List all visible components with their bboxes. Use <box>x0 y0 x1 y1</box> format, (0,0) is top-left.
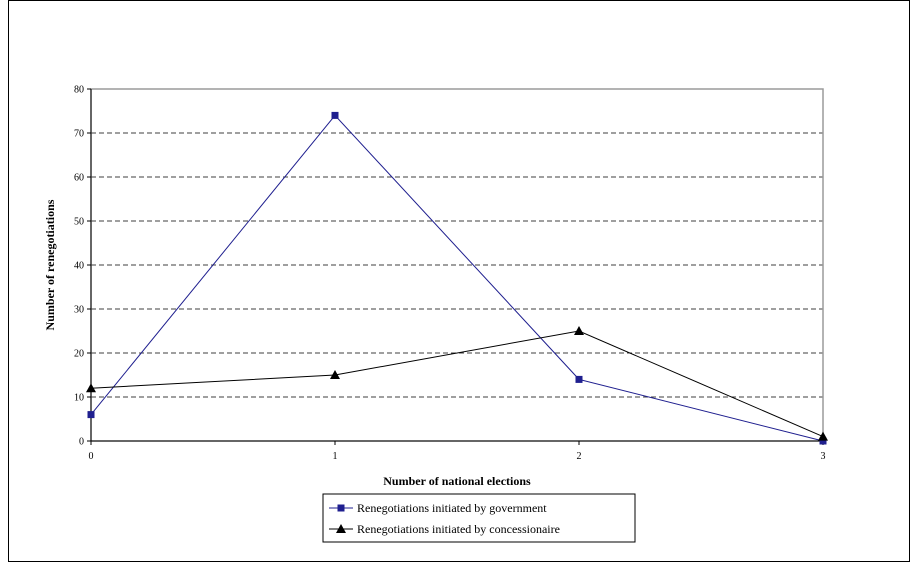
y-axis-title: Number of renegotiations <box>43 199 57 330</box>
data-point <box>575 375 583 383</box>
x-axis-title: Number of national elections <box>383 474 531 488</box>
x-tick-label: 2 <box>577 451 582 462</box>
legend-label: Renegotiations initiated by concessionai… <box>357 522 560 536</box>
data-point <box>87 411 95 419</box>
data-point <box>331 111 339 119</box>
data-point <box>819 437 827 445</box>
grid-layer <box>91 88 823 398</box>
line-chart: 0 10 20 30 40 50 60 70 80 0 1 2 3 Number of national… <box>43 85 828 543</box>
series-layer <box>86 111 828 445</box>
y-tick-label: 60 <box>74 173 84 184</box>
axes-layer: 0 10 20 30 40 50 60 70 80 0 1 2 3 <box>74 85 826 463</box>
x-tick-label: 0 <box>89 451 94 462</box>
y-tick-label: 40 <box>74 261 84 272</box>
legend-items: Renegotiations initiated by government Re… <box>329 501 560 536</box>
data-point <box>574 326 584 335</box>
chart-frame: 0 10 20 30 40 50 60 70 80 0 1 2 3 Number of national… <box>8 0 910 562</box>
legend-label: Renegotiations initiated by government <box>357 501 547 515</box>
y-tick-label: 20 <box>74 349 84 360</box>
x-tick-label: 3 <box>821 451 826 462</box>
legend-marker <box>336 524 346 533</box>
legend-marker <box>337 504 345 512</box>
y-tick-label: 50 <box>74 217 84 228</box>
legend-item: Renegotiations initiated by government <box>329 501 547 515</box>
data-point <box>330 370 340 379</box>
series-line <box>90 330 824 438</box>
data-point <box>818 431 828 441</box>
y-tick-label: 70 <box>74 129 84 140</box>
series-line <box>90 114 824 442</box>
y-tick-label: 0 <box>79 437 84 448</box>
legend: Renegotiations initiated by government Re… <box>322 493 636 543</box>
legend-box <box>322 493 636 543</box>
data-point <box>86 383 96 393</box>
y-tick-label: 30 <box>74 305 84 316</box>
plot-area <box>90 88 824 442</box>
series-2 <box>86 326 828 441</box>
legend-item: Renegotiations initiated by concessionai… <box>329 522 560 536</box>
y-tick-label: 80 <box>74 85 84 96</box>
x-tick-label: 1 <box>333 451 338 462</box>
y-tick-label: 10 <box>74 393 84 404</box>
series-1 <box>87 111 827 445</box>
